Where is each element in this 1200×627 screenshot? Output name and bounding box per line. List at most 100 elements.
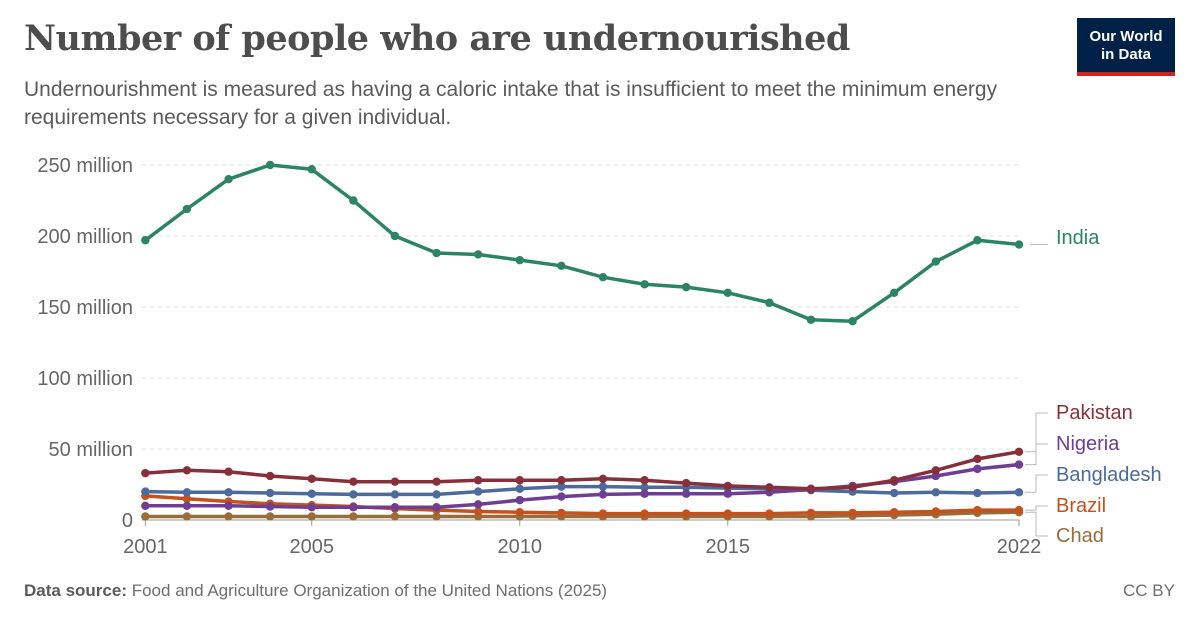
data-point-pakistan xyxy=(224,467,233,476)
data-point-pakistan xyxy=(515,476,524,485)
data-point-pakistan xyxy=(723,481,732,491)
data-point-pakistan xyxy=(640,476,649,485)
data-point-pakistan xyxy=(848,483,857,492)
data-point-india xyxy=(1014,240,1024,249)
data-point-chad xyxy=(307,512,316,521)
data-point-pakistan xyxy=(473,476,483,485)
data-point-india xyxy=(515,255,524,265)
data-point-pakistan xyxy=(889,476,899,485)
data-point-bangladesh xyxy=(307,489,316,498)
data-point-india xyxy=(557,261,566,271)
data-point-bangladesh xyxy=(557,482,566,491)
data-point-bangladesh xyxy=(931,488,940,497)
data-point-brazil xyxy=(182,494,192,503)
data-point-brazil xyxy=(973,505,982,515)
data-point-pakistan xyxy=(765,483,774,492)
data-point-nigeria xyxy=(141,501,150,510)
data-point-brazil xyxy=(931,507,940,516)
license-link[interactable]: CC BY xyxy=(1123,581,1175,600)
data-point-india xyxy=(390,231,400,241)
data-point-nigeria xyxy=(224,501,233,510)
data-point-chad xyxy=(182,512,192,521)
series-label-bangladesh: Bangladesh xyxy=(1056,464,1162,486)
data-point-brazil xyxy=(1014,505,1024,515)
data-point-brazil xyxy=(681,509,691,518)
data-point-brazil xyxy=(765,509,774,518)
data-point-pakistan xyxy=(265,471,275,481)
series-line-chad xyxy=(143,510,1021,519)
data-point-pakistan xyxy=(973,454,982,464)
data-point-bangladesh xyxy=(473,487,483,496)
series-line-india xyxy=(143,163,1021,323)
data-point-pakistan xyxy=(557,476,566,485)
data-point-brazil xyxy=(598,509,608,518)
x-tick-label: 2015 xyxy=(706,536,751,558)
footer-source: Data source: Food and Agriculture Organi… xyxy=(24,581,607,601)
data-point-pakistan xyxy=(598,474,608,484)
data-point-bangladesh xyxy=(224,488,233,497)
data-point-pakistan xyxy=(806,484,816,493)
data-point-india xyxy=(723,288,732,297)
data-point-bangladesh xyxy=(1014,488,1024,497)
data-point-india xyxy=(265,160,275,170)
x-tick-label: 2010 xyxy=(498,536,543,558)
data-point-india xyxy=(432,248,441,258)
data-point-bangladesh xyxy=(265,488,275,498)
data-point-nigeria xyxy=(432,503,441,512)
data-point-pakistan xyxy=(1014,447,1024,457)
data-point-chad xyxy=(390,512,400,521)
y-tick-label: 50 million xyxy=(49,439,133,461)
data-point-brazil xyxy=(640,509,649,518)
x-tick-label: 2022 xyxy=(997,536,1042,558)
series-label-nigeria: Nigeria xyxy=(1056,433,1120,455)
data-point-bangladesh xyxy=(349,490,358,499)
label-connector-pakistan xyxy=(1025,412,1048,453)
data-point-india xyxy=(765,298,774,307)
data-point-nigeria xyxy=(640,489,649,498)
series-label-brazil: Brazil xyxy=(1056,495,1106,517)
data-point-india xyxy=(349,196,358,205)
data-point-chad xyxy=(141,512,150,521)
data-point-pakistan xyxy=(432,477,441,486)
data-point-bangladesh xyxy=(141,487,150,496)
data-point-nigeria xyxy=(349,503,358,512)
data-point-nigeria xyxy=(390,503,400,512)
label-connector-nigeria xyxy=(1025,443,1048,466)
data-point-pakistan xyxy=(141,468,150,478)
logo-accent-bar xyxy=(1077,72,1175,76)
data-point-india xyxy=(640,280,649,289)
data-point-chad xyxy=(265,512,275,521)
data-point-pakistan xyxy=(681,478,691,488)
data-point-brazil xyxy=(557,508,566,518)
data-point-brazil xyxy=(889,507,899,517)
data-point-bangladesh xyxy=(640,483,649,492)
chart-subtitle: Undernourishment is measured as having a… xyxy=(24,78,998,129)
data-point-brazil xyxy=(806,508,816,518)
data-point-nigeria xyxy=(515,495,524,505)
data-point-nigeria xyxy=(598,490,608,499)
data-point-pakistan xyxy=(390,477,400,486)
data-point-bangladesh xyxy=(432,490,441,499)
data-point-india xyxy=(681,282,691,292)
label-connector-bangladesh xyxy=(1025,474,1048,493)
y-tick-label: 0 xyxy=(122,510,133,532)
x-tick-label: 2001 xyxy=(123,536,168,558)
data-point-nigeria xyxy=(1014,460,1024,469)
data-point-nigeria xyxy=(557,492,566,501)
data-point-india xyxy=(182,204,192,214)
data-point-brazil xyxy=(723,509,732,518)
series-label-chad: Chad xyxy=(1056,525,1104,547)
data-point-nigeria xyxy=(973,464,982,474)
label-connector-brazil xyxy=(1025,505,1048,511)
series-line-bangladesh xyxy=(143,484,1021,497)
owid-logo[interactable]: Our World in Data xyxy=(1077,18,1175,76)
data-point-nigeria xyxy=(265,502,275,511)
x-tick-label: 2005 xyxy=(289,536,334,558)
data-point-nigeria xyxy=(723,489,732,498)
data-point-nigeria xyxy=(681,489,691,498)
data-point-nigeria xyxy=(182,501,192,510)
source-label: Data source: xyxy=(24,581,127,600)
data-point-bangladesh xyxy=(598,482,608,491)
data-point-india xyxy=(973,236,982,245)
data-point-india xyxy=(889,288,899,297)
